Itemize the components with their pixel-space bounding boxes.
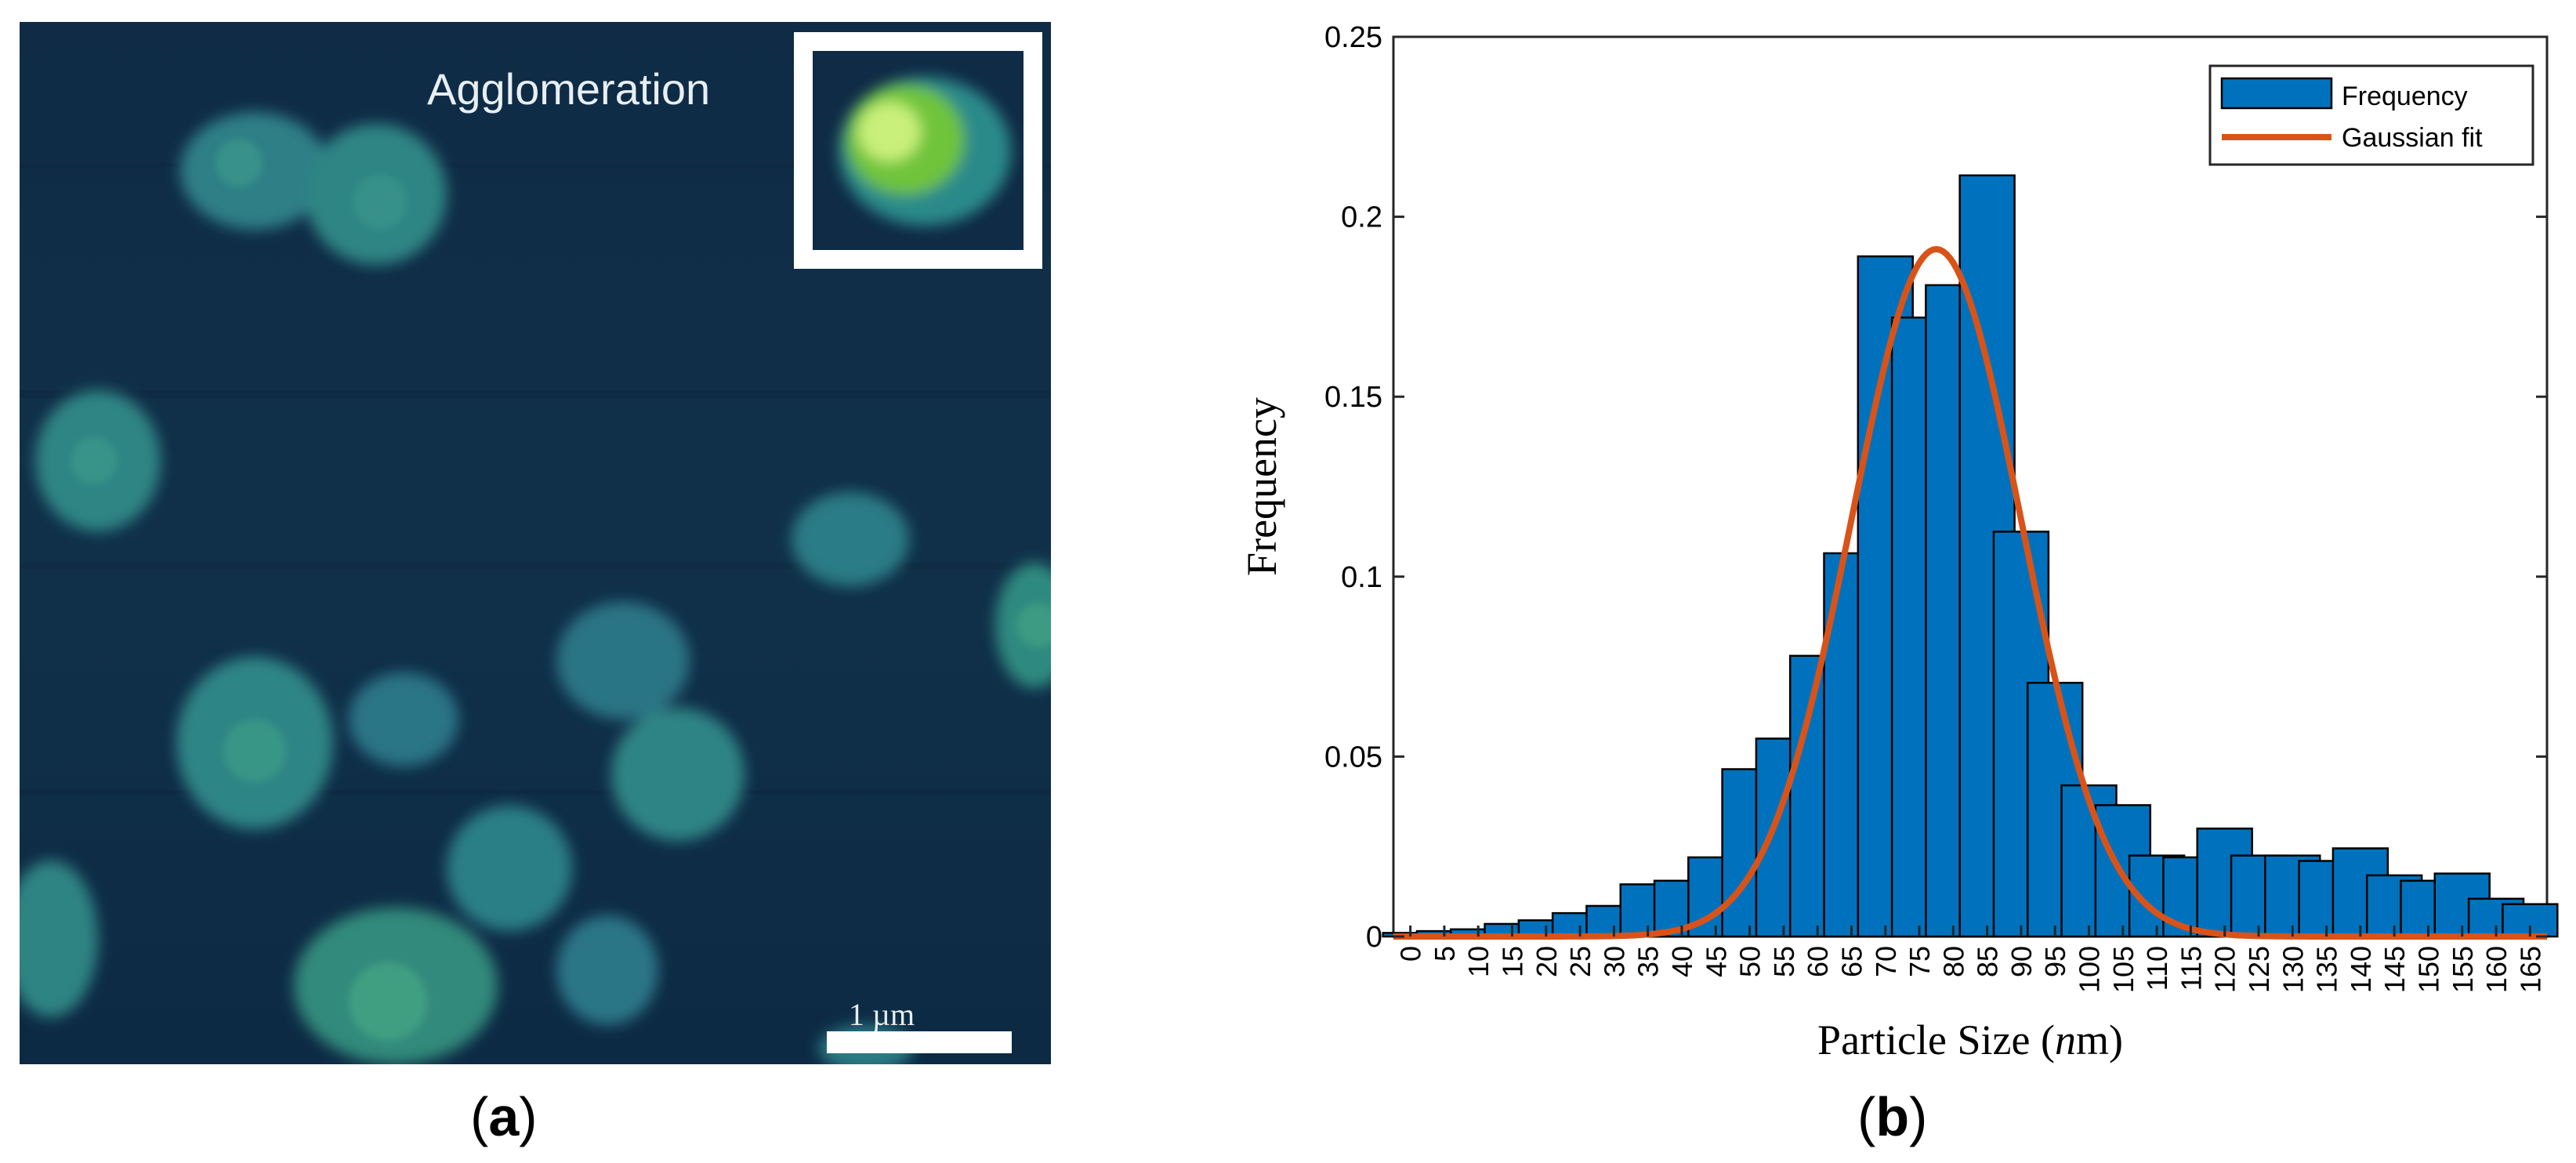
x-tick-label: 55: [1768, 946, 1800, 977]
x-tick-label: 45: [1700, 946, 1732, 977]
caption-b-open: (: [1857, 1086, 1876, 1147]
x-tick-label: 90: [2005, 946, 2038, 977]
y-tick-label: 0.1: [1341, 561, 1382, 594]
x-tick-label: 120: [2209, 946, 2241, 993]
x-tick-label: 165: [2514, 946, 2546, 993]
agglomeration-label: Agglomeration: [427, 64, 710, 114]
x-axis-title-suffix: m): [2076, 1016, 2123, 1063]
x-axis-title-unit-italic: n: [2055, 1016, 2076, 1063]
x-tick-label: 70: [1870, 946, 1902, 977]
y-tick-label: 0: [1366, 921, 1382, 954]
x-tick-label: 15: [1497, 946, 1529, 977]
x-tick-label: 110: [2141, 946, 2173, 991]
x-tick-label: 30: [1598, 946, 1630, 977]
y-tick-label: 0.25: [1324, 21, 1382, 54]
caption-a: (a): [470, 1085, 538, 1148]
x-tick-label: 140: [2345, 946, 2377, 993]
x-tick-label: 40: [1666, 946, 1698, 977]
x-tick-label: 160: [2480, 946, 2513, 993]
x-tick-label: 0: [1395, 946, 1427, 962]
x-tick-label: 155: [2447, 946, 2479, 993]
x-tick-label: 50: [1734, 946, 1766, 977]
x-tick-label: 130: [2277, 946, 2309, 993]
x-tick-label: 75: [1904, 946, 1936, 977]
gaussian-fit-curve: [1393, 245, 2547, 940]
scale-bar: 1 µm: [827, 997, 1012, 1053]
legend-fit-label: Gaussian fit: [2342, 123, 2483, 153]
caption-a-letter: a: [488, 1086, 520, 1147]
x-tick-label: 85: [1972, 946, 2004, 977]
x-tick-label: 10: [1462, 946, 1495, 977]
scale-bar-rect: [827, 1031, 1012, 1053]
x-tick-label: 100: [2074, 946, 2106, 993]
x-tick-label: 105: [2107, 946, 2139, 993]
agglomeration-inset: [794, 32, 1042, 269]
y-axis-title: Frequency: [1238, 397, 1285, 576]
particle-highlights: [71, 139, 1051, 1041]
y-tick-label: 0.15: [1324, 381, 1382, 414]
x-tick-label: 5: [1429, 946, 1461, 962]
caption-b: (b): [1857, 1085, 1927, 1148]
x-tick-label: 20: [1531, 946, 1563, 977]
scale-bar-label: 1 µm: [849, 997, 915, 1032]
x-axis: 0 5 10 15 20 25 30 35 40 45 50 55 60 65 70 75 80 85 90 95 10…: [1395, 926, 2546, 993]
scan-lines: [20, 163, 1051, 795]
y-tick-label: 0.2: [1341, 201, 1382, 234]
caption-a-close: ): [519, 1086, 538, 1147]
legend: Frequency Gaussian fit: [2208, 64, 2534, 166]
x-axis-title: Particle Size (nm): [1817, 1016, 2123, 1063]
x-tick-label: 95: [2039, 946, 2071, 977]
x-axis-title-prefix: Particle Size (: [1817, 1016, 2055, 1063]
caption-a-open: (: [470, 1086, 489, 1147]
x-tick-label: 115: [2175, 946, 2207, 991]
x-tick-label: 145: [2379, 946, 2411, 993]
x-tick-label: 25: [1564, 946, 1596, 977]
x-tick-label: 125: [2243, 946, 2275, 993]
caption-b-letter: b: [1875, 1086, 1910, 1147]
caption-b-close: ): [1909, 1086, 1928, 1147]
y-tick-label: 0.05: [1324, 741, 1382, 774]
x-tick-label: 35: [1632, 946, 1665, 977]
y-axis: 0 0.05 0.1 0.15 0.2 0.25: [1324, 21, 2547, 954]
histogram-panel: 00.050.10.150.20.25 0 5 10 15 20 25 30 35 40 45 50…: [1238, 21, 2559, 1063]
x-tick-label: 135: [2311, 946, 2343, 993]
afm-image-panel: Agglomeration 1 µm: [20, 22, 1051, 1064]
x-tick-label: 60: [1802, 946, 1834, 977]
legend-frequency-swatch: [2220, 77, 2333, 110]
x-tick-label: 80: [1937, 946, 1969, 977]
x-tick-label: 150: [2412, 946, 2444, 993]
legend-frequency-label: Frequency: [2342, 82, 2468, 111]
x-tick-label: 65: [1835, 946, 1868, 977]
